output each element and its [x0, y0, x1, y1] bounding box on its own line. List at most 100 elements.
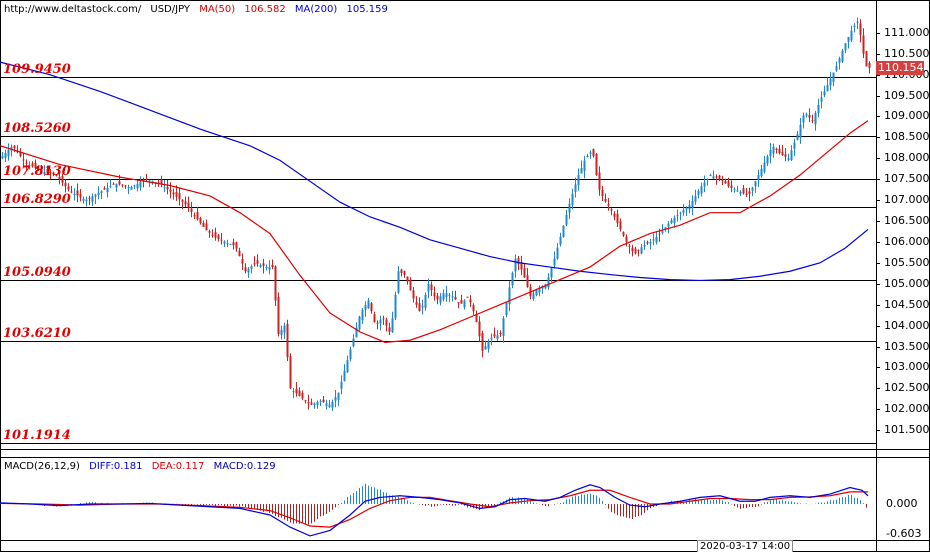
- y-tick-label: 111.000: [884, 25, 930, 39]
- candle-body: [805, 114, 808, 116]
- candle-body: [580, 167, 583, 174]
- chart-header: http://www.deltastock.com/ USD/JPY MA(50…: [4, 4, 394, 15]
- candle-body: [139, 182, 142, 188]
- candle-body: [514, 258, 517, 272]
- candle-body: [790, 150, 793, 161]
- candle-body: [433, 292, 436, 297]
- candle-body: [589, 152, 592, 154]
- candle-body: [583, 160, 586, 171]
- candle-body: [586, 155, 589, 158]
- candle-body: [808, 114, 811, 118]
- candle-body: [130, 187, 133, 190]
- candle-body: [739, 191, 742, 195]
- candle-body: [184, 201, 187, 205]
- candle-body: [391, 318, 394, 333]
- candle-body: [538, 287, 541, 293]
- candle-body: [811, 120, 814, 122]
- current-price-badge: 110.154: [876, 61, 924, 76]
- y-tick-label: 105.500: [884, 255, 930, 269]
- candle-body: [547, 277, 550, 288]
- candle-body: [100, 191, 103, 194]
- candle-body: [526, 275, 529, 287]
- candle-body: [133, 185, 136, 187]
- candle-body: [283, 325, 286, 333]
- candle-body: [406, 276, 409, 282]
- candle-body: [148, 180, 151, 182]
- candle-body: [19, 151, 22, 157]
- candle-body: [769, 149, 772, 157]
- candle-body: [109, 186, 112, 188]
- candle-body: [412, 290, 415, 299]
- candle-body: [481, 332, 484, 351]
- candle-body: [568, 203, 571, 213]
- candle-body: [202, 222, 205, 227]
- candle-body: [499, 332, 502, 334]
- candle-body: [55, 174, 58, 177]
- candle-body: [88, 197, 91, 199]
- candle-body: [493, 334, 496, 337]
- y-tick-label: 103.000: [884, 360, 930, 374]
- candle-body: [298, 390, 301, 396]
- candle-body: [82, 199, 85, 201]
- candle-body: [523, 268, 526, 278]
- candle-body: [724, 180, 727, 184]
- candle-body: [61, 176, 64, 183]
- candle-body: [268, 267, 271, 270]
- macd-min-tick: -0.603: [886, 527, 922, 540]
- candle-body: [118, 181, 121, 185]
- candle-body: [709, 175, 712, 177]
- candle-body: [640, 247, 643, 254]
- candle-body: [397, 271, 400, 293]
- candle-body: [457, 302, 460, 304]
- candle-body: [367, 300, 370, 309]
- candle-body: [1, 156, 4, 159]
- level-label: 105.0940: [3, 264, 71, 280]
- candle-body: [112, 183, 115, 185]
- candle-body: [199, 218, 202, 224]
- candle-body: [388, 327, 391, 332]
- candle-body: [28, 164, 31, 166]
- candle-body: [64, 182, 67, 187]
- candle-body: [649, 241, 652, 244]
- candle-body: [853, 25, 856, 28]
- candle-body: [844, 43, 847, 51]
- candle-body: [277, 297, 280, 334]
- candle-body: [235, 242, 238, 249]
- candle-body: [691, 200, 694, 209]
- candle-body: [595, 153, 598, 176]
- candle-body: [346, 360, 349, 373]
- candle-body: [676, 215, 679, 217]
- symbol-label: USD/JPY: [150, 4, 190, 15]
- source-url[interactable]: http://www.deltastock.com/: [4, 4, 142, 15]
- candle-body: [91, 196, 94, 202]
- candle-body: [772, 146, 775, 154]
- candle-body: [574, 184, 577, 192]
- candle-body: [487, 341, 490, 349]
- candle-body: [355, 327, 358, 338]
- y-tick-label: 108.000: [884, 151, 930, 165]
- candle-body: [655, 236, 658, 243]
- level-label: 103.6210: [3, 325, 71, 341]
- candle-body: [304, 400, 307, 402]
- candle-body: [490, 337, 493, 340]
- candle-body: [613, 213, 616, 217]
- candle-body: [79, 193, 82, 198]
- candle-body: [667, 223, 670, 227]
- candle-body: [484, 346, 487, 350]
- candle-body: [379, 319, 382, 324]
- candle-body: [637, 249, 640, 251]
- candle-body: [571, 193, 574, 205]
- candle-body: [607, 204, 610, 206]
- candle-body: [49, 172, 52, 174]
- y-tick-label: 109.000: [884, 109, 930, 123]
- candle-body: [97, 192, 100, 195]
- candle-body: [670, 220, 673, 224]
- candle-body: [775, 148, 778, 150]
- candle-body: [421, 305, 424, 308]
- ma200-line: [0, 61, 869, 282]
- candle-body: [322, 399, 325, 403]
- y-tick-label: 102.000: [884, 402, 930, 416]
- candle-body: [280, 329, 283, 336]
- candle-body: [868, 62, 871, 68]
- candle-body: [226, 242, 229, 244]
